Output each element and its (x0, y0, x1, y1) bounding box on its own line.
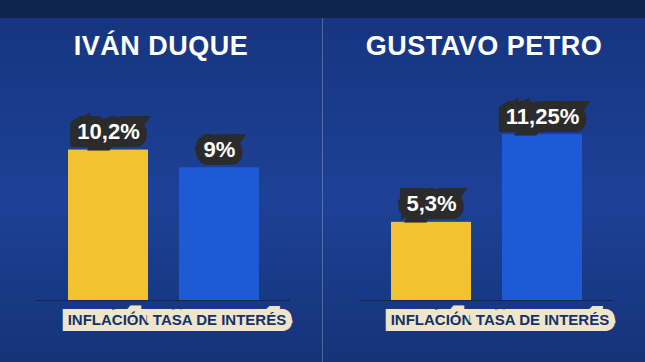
html-text:IVÁN DUQUE: IVÁN DUQUE (73, 31, 249, 61)
svg-text:INFLACIÓN: INFLACIÓN (68, 311, 150, 328)
html-text:GUSTAVO PETRO: GUSTAVO PETRO (365, 31, 603, 61)
svg-text:9%: 9% (204, 137, 236, 162)
svg-text:TASA DE INTERÉS: TASA DE INTERÉS (153, 311, 286, 328)
svg-text:TASA DE INTERÉS: TASA DE INTERÉS (476, 311, 609, 328)
svg-text:10,2%: 10,2% (77, 119, 139, 144)
svg-text:11,25%: 11,25% (506, 104, 579, 129)
svg-text:5,3%: 5,3% (406, 191, 456, 216)
svg-text:INFLACIÓN: INFLACIÓN (391, 311, 473, 328)
